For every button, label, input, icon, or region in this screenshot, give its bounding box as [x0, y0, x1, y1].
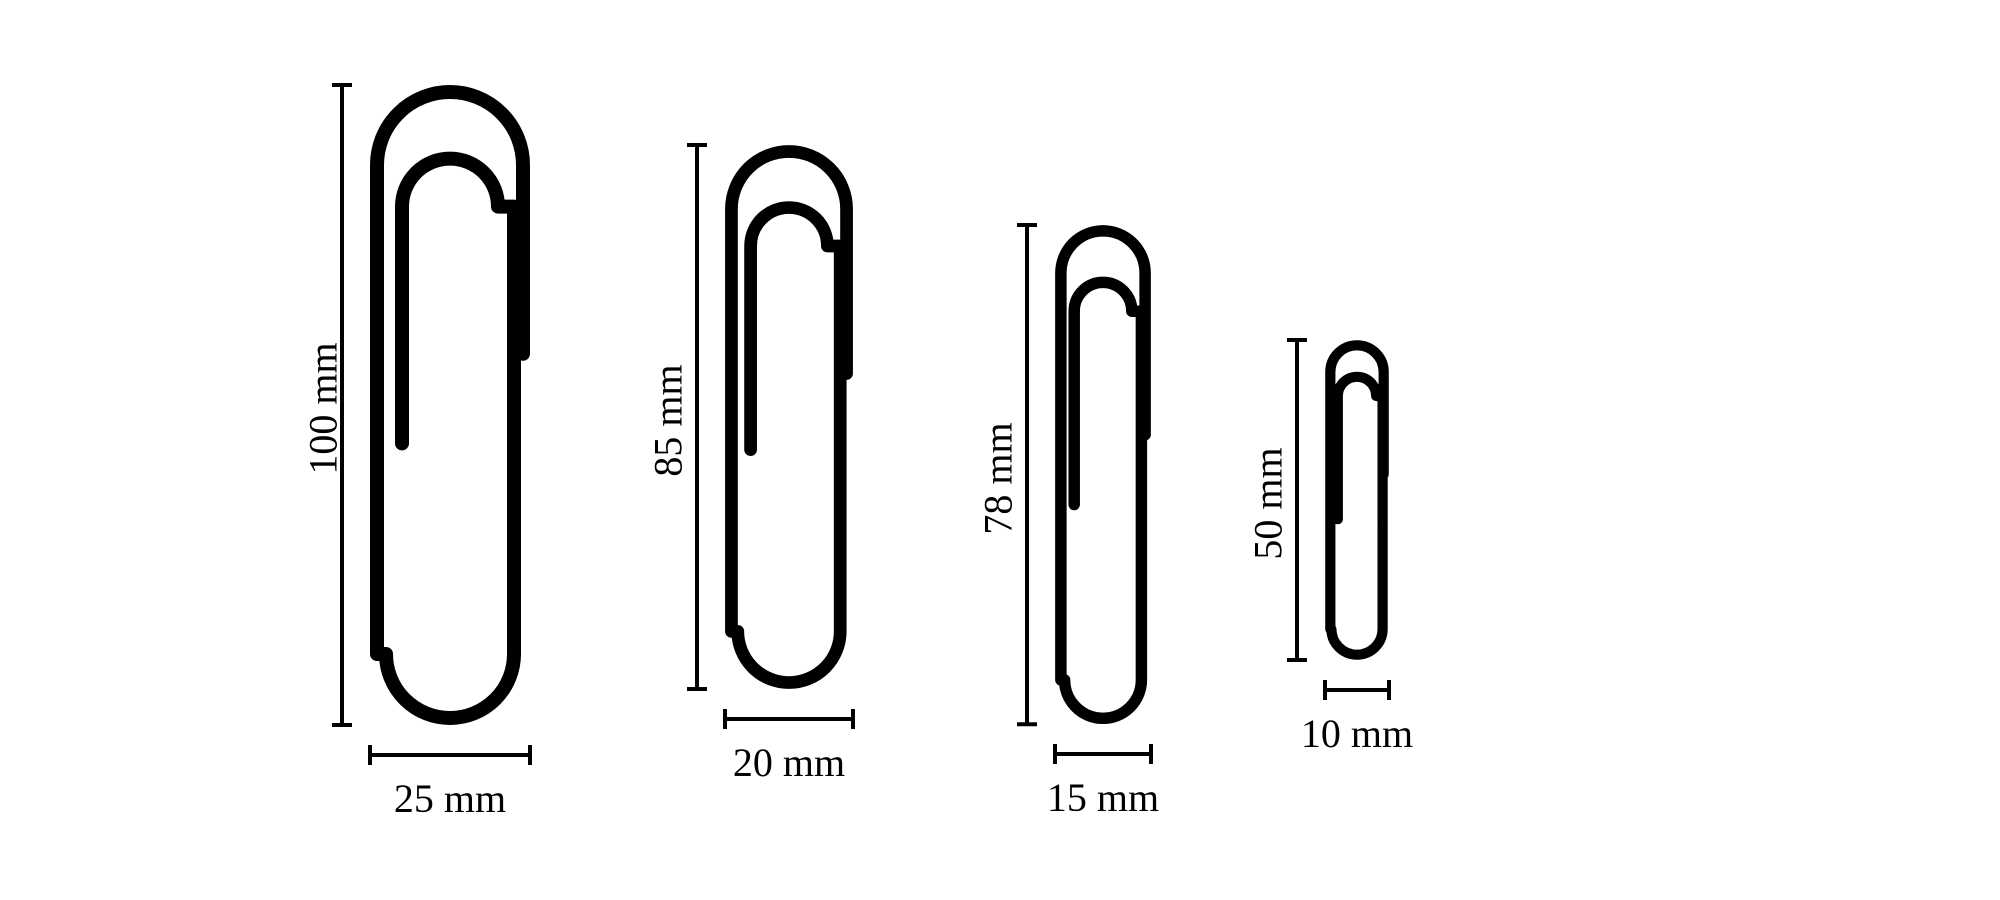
- height-label: 50 mm: [1245, 447, 1292, 559]
- width-label: 10 mm: [1297, 710, 1417, 757]
- width-dimension-line: [1320, 675, 1394, 715]
- width-label: 15 mm: [1043, 774, 1163, 821]
- paperclip-icon: [1055, 225, 1151, 724]
- width-dimension-line: [720, 704, 858, 744]
- diagram-container: 100 mm 25 mm 85 mm 20 mm 78 mm 15 mm 50 mm 10 m…: [0, 0, 2000, 900]
- height-label: 100 mm: [300, 342, 347, 474]
- height-label: 78 mm: [975, 422, 1022, 534]
- height-label: 85 mm: [645, 364, 692, 476]
- paperclip-icon: [370, 85, 530, 725]
- width-dimension-line: [365, 740, 535, 780]
- width-label: 20 mm: [729, 739, 849, 786]
- paperclip-icon: [1325, 340, 1389, 660]
- paperclip-icon: [725, 145, 853, 689]
- width-label: 25 mm: [390, 775, 510, 822]
- width-dimension-line: [1050, 739, 1156, 779]
